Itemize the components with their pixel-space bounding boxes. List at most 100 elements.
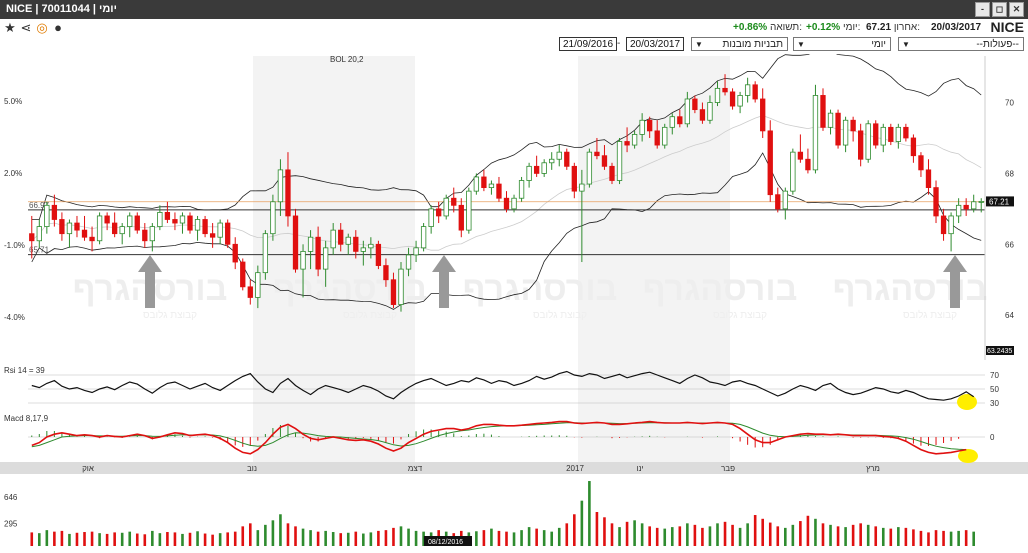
date-tag: 08/12/2016 [428, 539, 463, 546]
volume-bar [874, 526, 878, 546]
x-tick-label: אוק [82, 464, 94, 473]
candle-body [714, 87, 721, 103]
volume-bar [670, 527, 674, 546]
close-button[interactable]: ✕ [1009, 2, 1024, 17]
candle-body [149, 226, 155, 242]
volume-bar [120, 532, 124, 546]
watermark-text: בורסהגרף [463, 270, 618, 308]
actions-select[interactable]: ▼ --פעולות-- [898, 37, 1024, 51]
candle-body [948, 215, 954, 235]
candle-body [903, 126, 909, 139]
volume-bar [128, 531, 132, 546]
y-percent-label: -1.0% [4, 241, 25, 250]
y-tick-label: 64 [1005, 311, 1014, 320]
candle-body [699, 109, 706, 121]
info-bar: NICE 20/03/2017 67.21 אחרון: +0.12% יומי… [0, 19, 1028, 36]
rsi-level-label: 30 [990, 399, 999, 408]
candle-body [59, 219, 65, 235]
volume-bar [821, 523, 825, 546]
candle-body [850, 119, 856, 132]
volume-bar [595, 512, 599, 546]
target-icon[interactable]: ◎ [36, 20, 48, 35]
volume-bar [339, 533, 343, 546]
volume-bar [98, 533, 101, 546]
candle-body [89, 236, 95, 242]
period-select[interactable]: ▼ יומי [793, 37, 891, 51]
candle-body [571, 165, 577, 192]
candle-body [111, 222, 118, 235]
watermark-text: בורסהגרף [273, 270, 428, 308]
date-tag-bg [424, 536, 472, 546]
volume-bar [497, 530, 501, 546]
volume-bar [286, 523, 290, 546]
volume-bar [746, 523, 749, 546]
toolbar: ★ ⋖ ◎ ● [3, 21, 65, 35]
volume-bar [776, 526, 780, 546]
candle-body [119, 226, 125, 235]
volume-bar [520, 530, 523, 546]
volume-bar [346, 532, 350, 546]
candle-body [805, 158, 811, 171]
candle-body [910, 137, 917, 157]
volume-bar [542, 530, 546, 546]
candle-body [760, 98, 766, 132]
volume-bar [181, 533, 184, 546]
candle-body [330, 229, 336, 249]
date-from-input[interactable]: 21/09/2016 [559, 37, 618, 51]
candle-body [255, 272, 261, 298]
candle-body [157, 212, 163, 227]
candle-body [322, 247, 329, 270]
x-tick-label: פבר [721, 464, 735, 473]
last-price-tag-bg [986, 196, 1014, 207]
volume-bar [151, 530, 154, 546]
date-to-input[interactable]: 20/03/2017 [626, 37, 685, 51]
date-separator: - [617, 38, 621, 49]
restore-button[interactable]: ◻ [992, 2, 1007, 17]
volume-bar [362, 533, 365, 546]
title-bar: NICE | 70011044 | יומי - ◻ ✕ [0, 0, 1028, 19]
patterns-select[interactable]: ▼ תבניות מובנות [691, 37, 788, 51]
candle-body [247, 286, 253, 298]
volume-bar [203, 533, 207, 546]
candle-body [925, 169, 932, 188]
x-tick-label: מרץ [866, 464, 880, 473]
candle-body [775, 194, 781, 210]
volume-bar [527, 527, 531, 546]
volume-bar [233, 531, 237, 546]
volume-bar [964, 530, 968, 546]
low-tag-bg [986, 346, 1014, 355]
candle-body [413, 247, 419, 256]
indicator-label: BOL 20,2 [330, 55, 364, 64]
volume-bar [927, 532, 930, 546]
bollinger-lower [31, 152, 982, 310]
candle-body [722, 87, 728, 93]
volume-bar [565, 523, 569, 546]
star-icon[interactable]: ★ [4, 20, 16, 35]
watermark-subtext: קבוצת גלובס [533, 309, 587, 321]
window-controls: - ◻ ✕ [975, 2, 1024, 17]
chat-icon[interactable]: ● [54, 20, 62, 35]
volume-tick-label: 646 [4, 493, 18, 502]
volume-bar [934, 530, 938, 546]
minimize-button[interactable]: - [975, 2, 990, 17]
volume-bar [30, 532, 34, 546]
share-icon[interactable]: ⋖ [20, 20, 32, 35]
controls-bar: ▼ --פעולות-- ▼ יומי ▼ תבניות מובנות 20/0… [0, 36, 1028, 54]
candle-body [96, 215, 103, 242]
volume-bar [173, 532, 177, 546]
chevron-down-icon: ▼ [797, 40, 805, 49]
x-tick-label: ינו [636, 464, 643, 473]
candle-body [405, 254, 412, 270]
volume-bar [226, 532, 229, 546]
volume-bar [686, 523, 689, 546]
volume-bar [573, 514, 576, 546]
candle-body [262, 233, 269, 274]
candle-body [940, 215, 947, 235]
level-label: 65.71 [29, 246, 50, 255]
volume-bar [535, 528, 538, 546]
candle-body [971, 201, 977, 210]
rsi-level-label: 50 [990, 385, 999, 394]
volume-bar [316, 531, 320, 546]
candle-body [888, 126, 894, 142]
